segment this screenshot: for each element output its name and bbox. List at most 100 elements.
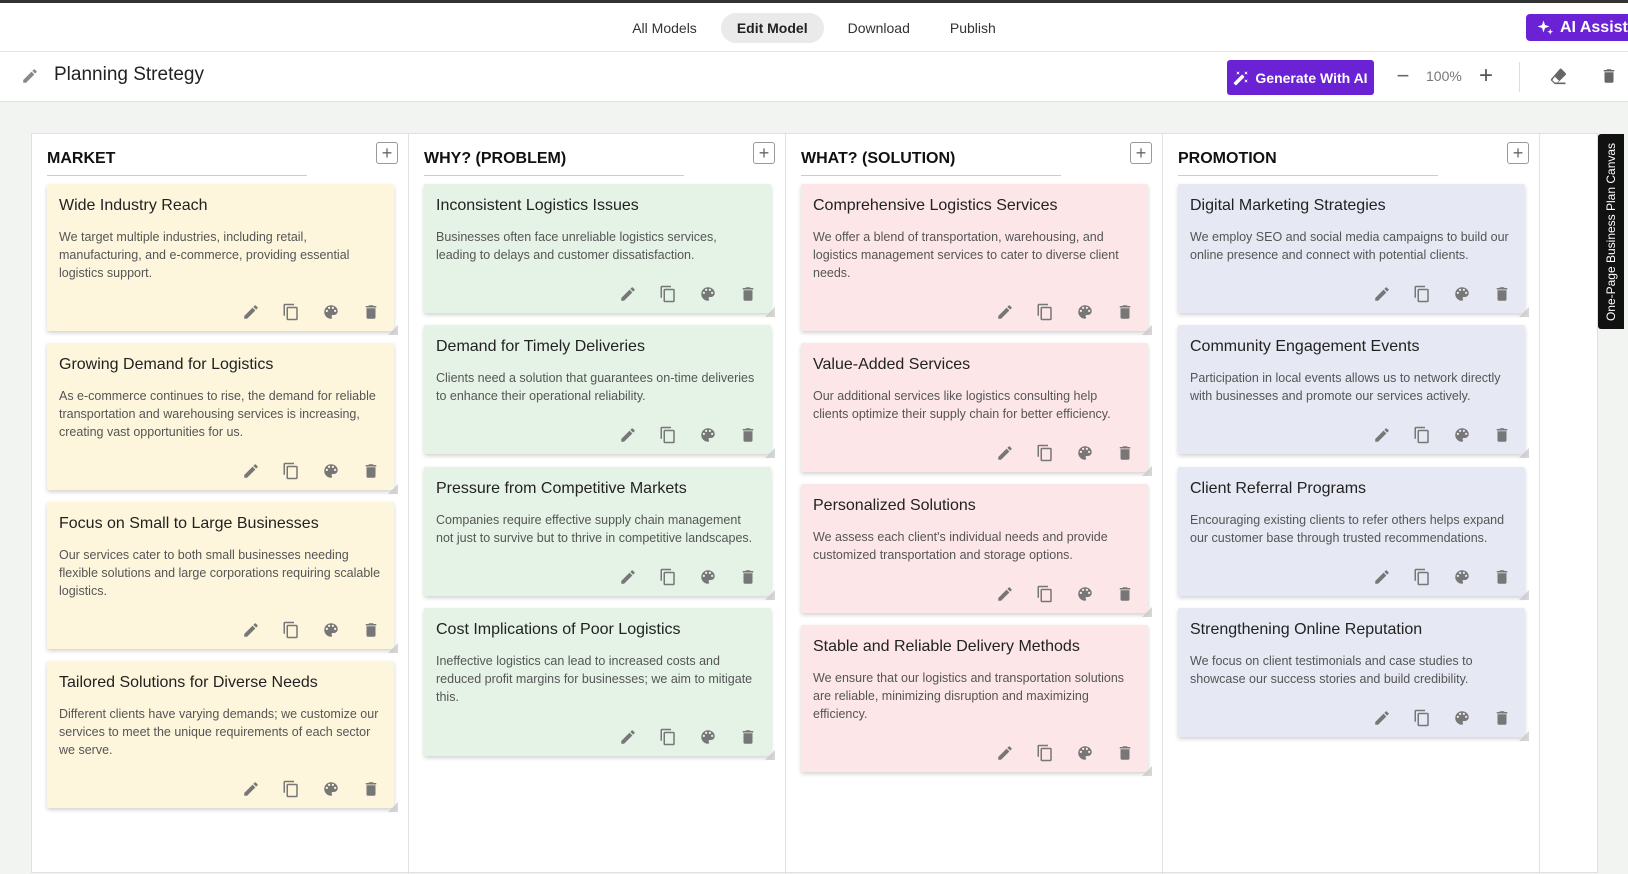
card[interactable]: Pressure from Competitive Markets Compani… (424, 467, 775, 600)
add-card-button[interactable]: + (753, 142, 775, 164)
delete-card-trash-icon[interactable] (1116, 444, 1134, 462)
card[interactable]: Growing Demand for Logistics As e-commerc… (47, 343, 398, 494)
card-color-palette-icon[interactable] (1076, 303, 1094, 321)
edit-card-pencil-icon[interactable] (242, 303, 260, 321)
delete-card-trash-icon[interactable] (362, 303, 380, 321)
add-card-button[interactable]: + (1130, 142, 1152, 164)
card[interactable]: Digital Marketing Strategies We employ SE… (1178, 184, 1529, 317)
delete-card-trash-icon[interactable] (739, 285, 757, 303)
edit-card-pencil-icon[interactable] (242, 621, 260, 639)
edit-card-pencil-icon[interactable] (1373, 285, 1391, 303)
zoom-out-button[interactable]: − (1396, 63, 1410, 88)
delete-card-trash-icon[interactable] (739, 728, 757, 746)
delete-card-trash-icon[interactable] (739, 426, 757, 444)
duplicate-card-copy-icon[interactable] (1036, 585, 1054, 603)
card[interactable]: Wide Industry Reach We target multiple in… (47, 184, 398, 335)
delete-card-trash-icon[interactable] (1493, 426, 1511, 444)
card-color-palette-icon[interactable] (1453, 568, 1471, 586)
delete-card-trash-icon[interactable] (1116, 303, 1134, 321)
delete-card-trash-icon[interactable] (1116, 585, 1134, 603)
card[interactable]: Stable and Reliable Delivery Methods We e… (801, 625, 1152, 776)
duplicate-card-copy-icon[interactable] (1413, 426, 1431, 444)
card-color-palette-icon[interactable] (1076, 444, 1094, 462)
edit-card-pencil-icon[interactable] (242, 780, 260, 798)
card-color-palette-icon[interactable] (1453, 426, 1471, 444)
delete-all-trash-icon[interactable] (1600, 66, 1618, 86)
card-color-palette-icon[interactable] (322, 303, 340, 321)
delete-card-trash-icon[interactable] (362, 780, 380, 798)
nav-all-models[interactable]: All Models (632, 19, 697, 36)
card[interactable]: Focus on Small to Large Businesses Our se… (47, 502, 398, 653)
edit-card-pencil-icon[interactable] (619, 728, 637, 746)
duplicate-card-copy-icon[interactable] (659, 426, 677, 444)
edit-card-pencil-icon[interactable] (242, 462, 260, 480)
add-card-button[interactable]: + (1507, 142, 1529, 164)
edit-card-pencil-icon[interactable] (996, 744, 1014, 762)
card[interactable]: Community Engagement Events Participation… (1178, 325, 1529, 458)
duplicate-card-copy-icon[interactable] (282, 303, 300, 321)
edit-card-pencil-icon[interactable] (619, 426, 637, 444)
edit-card-pencil-icon[interactable] (996, 444, 1014, 462)
nav-publish[interactable]: Publish (949, 19, 996, 36)
card-color-palette-icon[interactable] (1453, 709, 1471, 727)
delete-card-trash-icon[interactable] (1116, 744, 1134, 762)
delete-card-trash-icon[interactable] (739, 568, 757, 586)
canvas-type-side-tab[interactable]: One-Page Business Plan Canvas (1598, 134, 1624, 329)
edit-card-pencil-icon[interactable] (1373, 426, 1391, 444)
edit-card-pencil-icon[interactable] (619, 285, 637, 303)
eraser-icon[interactable] (1548, 66, 1568, 86)
duplicate-card-copy-icon[interactable] (1036, 303, 1054, 321)
duplicate-card-copy-icon[interactable] (659, 285, 677, 303)
card[interactable]: Personalized Solutions We assess each cli… (801, 484, 1152, 617)
duplicate-card-copy-icon[interactable] (282, 780, 300, 798)
card-color-palette-icon[interactable] (699, 426, 717, 444)
duplicate-card-copy-icon[interactable] (282, 462, 300, 480)
duplicate-card-copy-icon[interactable] (282, 621, 300, 639)
add-card-button[interactable]: + (376, 142, 398, 164)
card-color-palette-icon[interactable] (1076, 585, 1094, 603)
edit-card-pencil-icon[interactable] (996, 585, 1014, 603)
delete-card-trash-icon[interactable] (362, 462, 380, 480)
card-color-palette-icon[interactable] (699, 568, 717, 586)
card[interactable]: Value-Added Services Our additional servi… (801, 343, 1152, 476)
card-color-palette-icon[interactable] (699, 285, 717, 303)
edit-card-pencil-icon[interactable] (1373, 568, 1391, 586)
card[interactable]: Demand for Timely Deliveries Clients need… (424, 325, 775, 458)
nav-edit-model[interactable]: Edit Model (720, 12, 824, 43)
edit-title-pencil-icon[interactable] (21, 67, 39, 85)
nav-download[interactable]: Download (847, 19, 910, 36)
duplicate-card-copy-icon[interactable] (1413, 568, 1431, 586)
duplicate-card-copy-icon[interactable] (659, 728, 677, 746)
delete-card-trash-icon[interactable] (1493, 568, 1511, 586)
generate-with-ai-button[interactable]: Generate With AI (1227, 60, 1374, 95)
card-color-palette-icon[interactable] (1453, 285, 1471, 303)
duplicate-card-copy-icon[interactable] (659, 568, 677, 586)
delete-card-trash-icon[interactable] (1493, 709, 1511, 727)
card[interactable]: Inconsistent Logistics Issues Businesses … (424, 184, 775, 317)
card-description: Ineffective logistics can lead to increa… (436, 654, 753, 704)
card-title: Value-Added Services (813, 356, 971, 373)
card[interactable]: Client Referral Programs Encouraging exis… (1178, 467, 1529, 600)
edit-card-pencil-icon[interactable] (619, 568, 637, 586)
delete-card-trash-icon[interactable] (362, 621, 380, 639)
card[interactable]: Tailored Solutions for Diverse Needs Diff… (47, 661, 398, 812)
delete-card-trash-icon[interactable] (1493, 285, 1511, 303)
card[interactable]: Strengthening Online Reputation We focus … (1178, 608, 1529, 741)
card-color-palette-icon[interactable] (322, 780, 340, 798)
duplicate-card-copy-icon[interactable] (1036, 444, 1054, 462)
ai-assist-button[interactable]: AI Assist (1526, 14, 1628, 41)
edit-card-pencil-icon[interactable] (1373, 709, 1391, 727)
duplicate-card-copy-icon[interactable] (1036, 744, 1054, 762)
edit-card-pencil-icon[interactable] (996, 303, 1014, 321)
card[interactable]: Cost Implications of Poor Logistics Ineff… (424, 608, 775, 760)
card-title: Comprehensive Logistics Services (813, 197, 1058, 214)
card[interactable]: Comprehensive Logistics Services We offer… (801, 184, 1152, 335)
card-color-palette-icon[interactable] (322, 621, 340, 639)
zoom-in-button[interactable]: + (1478, 62, 1493, 89)
card-color-palette-icon[interactable] (322, 462, 340, 480)
column-2: WHAT? (SOLUTION) + Comprehensive Logistics… (786, 134, 1163, 874)
duplicate-card-copy-icon[interactable] (1413, 709, 1431, 727)
card-color-palette-icon[interactable] (1076, 744, 1094, 762)
card-color-palette-icon[interactable] (699, 728, 717, 746)
duplicate-card-copy-icon[interactable] (1413, 285, 1431, 303)
